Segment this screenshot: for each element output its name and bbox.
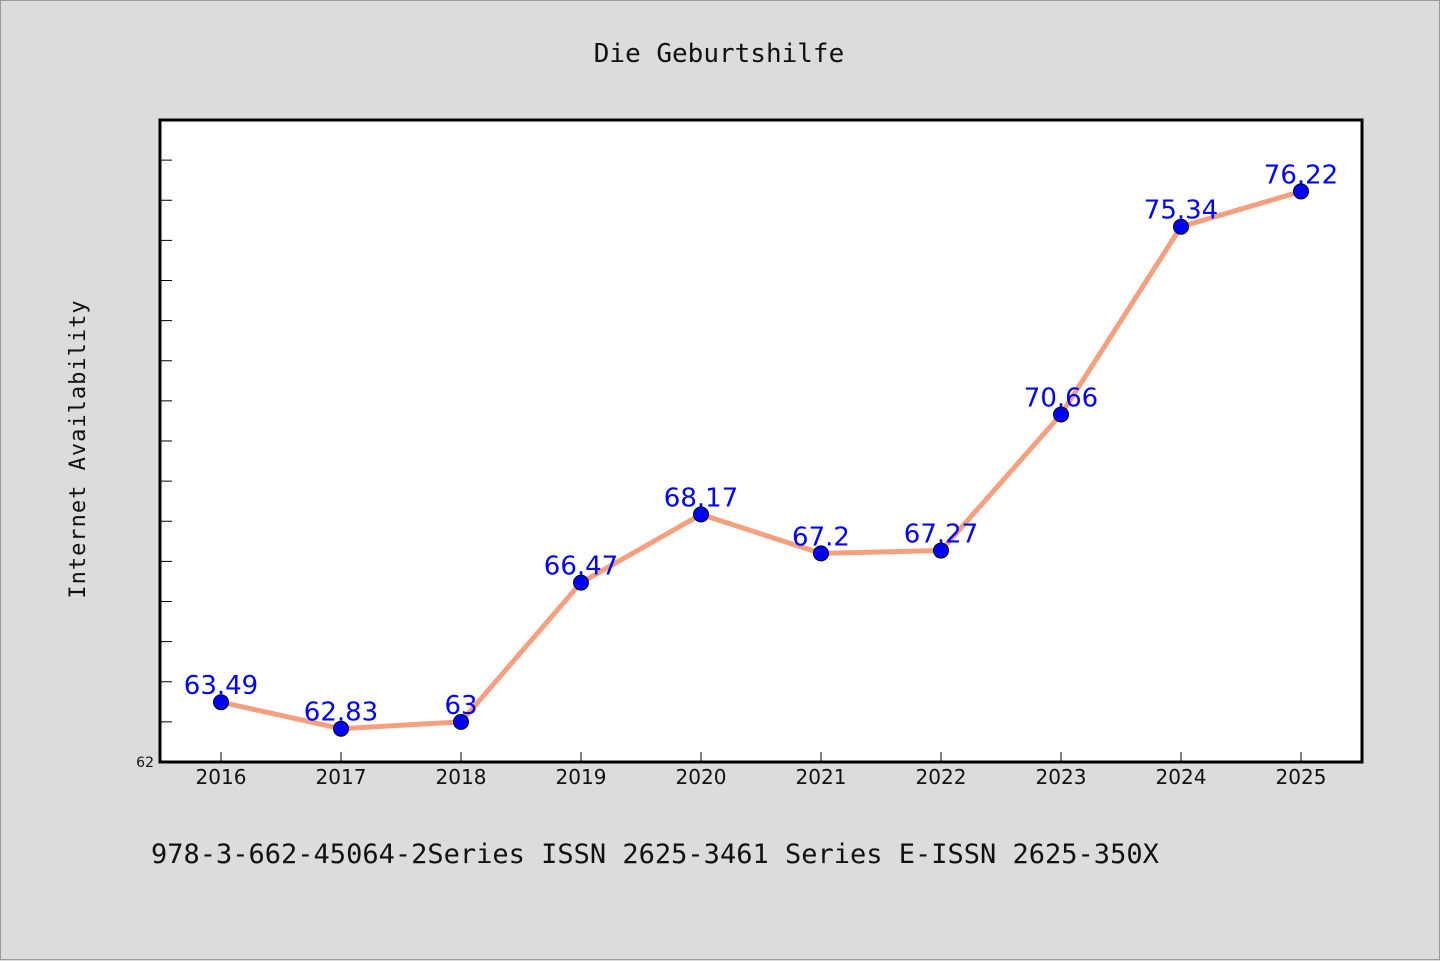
plot-area xyxy=(158,118,1364,764)
data-markers xyxy=(213,183,1309,737)
x-tick-label: 2016 xyxy=(196,765,247,789)
data-label: 62.83 xyxy=(304,698,378,728)
data-label: 75.34 xyxy=(1144,196,1218,226)
y-axis-label: Internet Availability xyxy=(66,299,91,598)
data-point xyxy=(1293,183,1309,200)
x-tick-label: 2017 xyxy=(316,765,367,789)
chart-title: Die Geburtshilfe xyxy=(594,39,844,69)
data-labels: 63.49 62.83 63 66.47 68.17 67.2 67.27 70.66 75.3… xyxy=(184,160,1338,727)
y-tick-label: 62 xyxy=(136,755,154,771)
data-label: 67.27 xyxy=(904,520,978,550)
x-axis-ticks: 2016 2017 2018 2019 2020 2021 2022 2023 2024 2025 xyxy=(196,752,1327,789)
footer-isbn-text: 978-3-662-45064-2Series ISSN 2625-3461 S… xyxy=(151,839,1159,870)
y-axis-ticks: 62 xyxy=(136,119,172,771)
data-point xyxy=(693,506,709,523)
x-tick-label: 2024 xyxy=(1156,765,1207,789)
data-label: 63 xyxy=(444,691,477,721)
x-tick-label: 2023 xyxy=(1036,765,1087,789)
data-point xyxy=(213,694,229,711)
data-label: 66.47 xyxy=(544,552,618,582)
data-label: 63.49 xyxy=(184,671,258,701)
x-tick-label: 2020 xyxy=(676,765,727,789)
data-point xyxy=(573,574,589,591)
data-point xyxy=(333,720,349,737)
data-label: 68.17 xyxy=(664,483,738,513)
series-line-group xyxy=(218,188,1304,732)
data-label: 70.66 xyxy=(1024,384,1098,414)
x-tick-label: 2021 xyxy=(796,765,847,789)
series-line xyxy=(218,188,1304,732)
x-tick-label: 2018 xyxy=(436,765,487,789)
data-point xyxy=(1053,406,1069,423)
x-tick-label: 2025 xyxy=(1276,765,1327,789)
data-point xyxy=(813,545,829,562)
data-label: 76.22 xyxy=(1264,160,1338,190)
data-point xyxy=(453,713,469,730)
data-point xyxy=(1173,218,1189,235)
data-label: 67.2 xyxy=(792,522,850,552)
x-tick-label: 2022 xyxy=(916,765,967,789)
data-point xyxy=(933,542,949,559)
x-tick-label: 2019 xyxy=(556,765,607,789)
